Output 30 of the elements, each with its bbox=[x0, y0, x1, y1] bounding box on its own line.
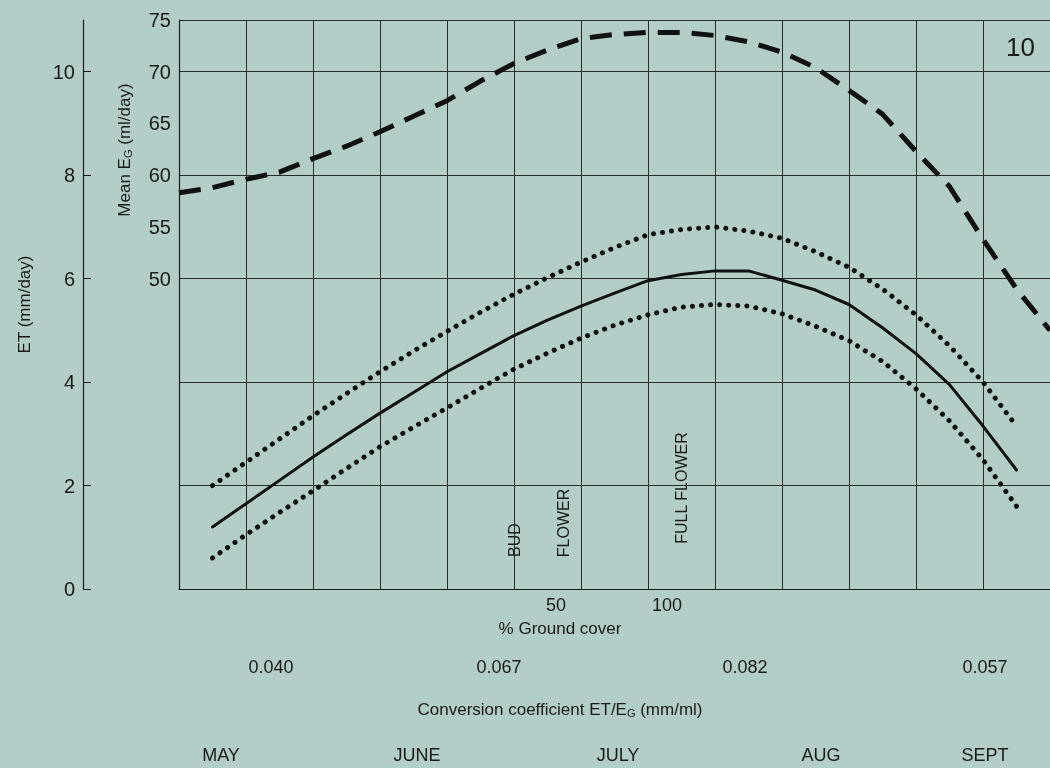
text: 0.057 bbox=[962, 657, 1008, 677]
text: MAY bbox=[202, 745, 240, 765]
y2-tick-label: 65 bbox=[148, 112, 171, 135]
y-axis-title: ET (mm/day) bbox=[15, 255, 34, 354]
text: JULY bbox=[596, 745, 640, 765]
y-tick-label: 2 bbox=[63, 474, 75, 497]
text: 0.067 bbox=[476, 657, 522, 677]
annotation: FLOWER bbox=[554, 488, 572, 558]
y2-tick-label: 55 bbox=[148, 215, 171, 238]
y-tick-label: 4 bbox=[63, 371, 75, 394]
text: 0.040 bbox=[248, 657, 294, 677]
y2-tick-label: 50 bbox=[148, 267, 171, 290]
text: 0.082 bbox=[722, 657, 768, 677]
y2-tick-label: 60 bbox=[148, 164, 171, 187]
y2-tick-label: 75 bbox=[148, 9, 171, 31]
text: JUNE bbox=[393, 745, 441, 765]
y-tick-label: 6 bbox=[63, 267, 75, 290]
text: 100 bbox=[651, 595, 683, 615]
text: Conversion coefficient ET/EG (mm/ml) bbox=[417, 699, 703, 719]
annotation: FULL FLOWER bbox=[672, 432, 690, 544]
annotation: 10 bbox=[1006, 32, 1035, 62]
text: SEPT bbox=[961, 745, 1009, 765]
y-tick-label: 0 bbox=[63, 578, 75, 600]
y-tick-label: 10 bbox=[52, 60, 75, 83]
y2-tick-label: 70 bbox=[148, 60, 171, 83]
text: % Ground cover bbox=[498, 618, 622, 638]
text: AUG bbox=[801, 745, 841, 765]
y-tick-label: 8 bbox=[63, 164, 75, 187]
text: 50 bbox=[545, 595, 567, 615]
y2-axis-title: Mean EG (ml/day) bbox=[114, 83, 134, 217]
